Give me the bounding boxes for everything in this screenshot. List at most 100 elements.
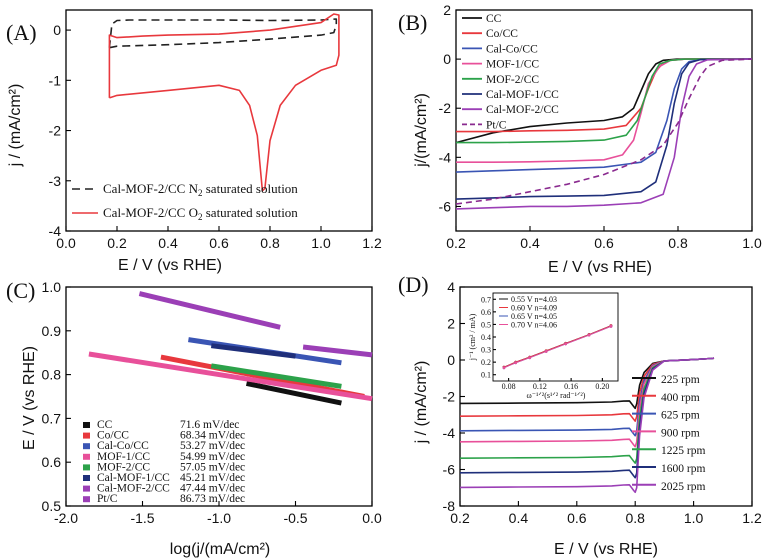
panel-a-ytick-label: -3 (49, 173, 62, 189)
panel-d-legend-label: 400 rpm (661, 392, 700, 404)
panel-d-inset-ytick-label: 0.5 (481, 320, 491, 329)
panel-d-inset-ytick-label: 0.6 (481, 308, 491, 317)
panel-a-ytick-label: -1 (49, 72, 62, 88)
panel-c-legend-label: Cal-MOF-1/CC (97, 472, 170, 484)
panel-b-legend-label: Cal-Co/CC (486, 43, 538, 55)
panel-a-series-line (108, 13, 340, 192)
panel-b-xtick-label: 1.0 (742, 235, 762, 251)
panel-d-label: (D) (398, 272, 429, 297)
panel-c-fit-line (245, 380, 342, 406)
panel-d-inset-point (609, 324, 613, 328)
panel-d-inset-point (587, 333, 591, 337)
panel-b-xtick-label: 0.2 (446, 235, 466, 251)
panel-d-legend-label: 1600 rpm (661, 463, 705, 475)
panel-c-legend-slope: 71.6 mV/dec (180, 419, 239, 431)
panel-c: (C) log(j/(mA/cm²) E / V (vs RHE) -2.0 -1… (6, 278, 382, 558)
panel-c-label: (C) (6, 278, 35, 303)
panel-d-legend-label: 900 rpm (661, 427, 700, 439)
panel-c-legend-label: MOF-2/CC (97, 461, 150, 473)
panel-d-inset-ylabel: j⁻¹ (cm² / mA) (468, 313, 477, 361)
panel-c-xtick-label: -1.0 (207, 510, 231, 526)
panel-d-inset-xtick-label: 0.16 (564, 382, 578, 391)
panel-c-fit-line (210, 343, 296, 359)
panel-c-legend-label: Pt/C (97, 493, 118, 505)
panel-a-legend-tail: saturated solution (202, 205, 298, 220)
panel-d-xtick-label: 0.2 (450, 510, 470, 526)
panel-d-xtick-label: 0.6 (567, 510, 587, 526)
panel-a-legend-label: Cal-MOF-2/CC O (103, 205, 198, 220)
panel-c-legend-slope: 54.99 mV/dec (180, 451, 245, 463)
panel-d-inset-ytick-label: 0.2 (481, 358, 491, 367)
panel-d-legend-label: 225 rpm (661, 374, 700, 386)
panel-c-ytick-label: 0.7 (42, 410, 62, 426)
panel-d-inset-ytick-label: 0.3 (481, 346, 491, 355)
panel-d-xtick-label: 0.8 (625, 510, 645, 526)
panel-d-inset-frame (492, 292, 619, 382)
panel-a-ytick-label: -4 (49, 223, 62, 239)
panel-b-legend-label: CC (486, 13, 502, 25)
panel-d-ytick-label: -8 (443, 498, 456, 514)
panel-d-inset-ytick-label: 0.7 (481, 295, 491, 304)
panel-b-ytick-label: -6 (439, 198, 452, 214)
panel-b-series-line (455, 58, 753, 200)
panel-d-inset-point (528, 356, 532, 360)
panel-d-inset-point (514, 361, 518, 365)
panel-b-legend-label: Co/CC (486, 28, 518, 40)
panel-a-ytick-label: 0 (53, 22, 61, 38)
panel-b: (B) E / V (vs RHE) j/(mA/cm²) 0.2 0.4 0.6 0… (398, 2, 762, 276)
panel-d-inset-xtick-label: 0.08 (502, 382, 516, 391)
panel-c-xtick-label: -2.0 (54, 510, 78, 526)
panel-a-legend-entry: Cal-MOF-2/CC N2 saturated solution (103, 181, 298, 198)
panel-a-xtick-label: 0.8 (260, 235, 280, 251)
panel-b-ytick-label: 2 (443, 2, 451, 18)
panel-a-xtick-label: 0.0 (56, 235, 76, 251)
panel-a-legend-label: Cal-MOF-2/CC N (103, 181, 199, 196)
panel-c-legend-label: Cal-MOF-2/CC (97, 483, 170, 495)
panel-a: (A) E / V (vs RHE) j / (mA/cm²) 0.0 0.2 0.… (6, 9, 382, 274)
panel-c-ytick-label: 0.6 (42, 454, 62, 470)
panel-c-legend-slope: 53.27 mV/dec (180, 440, 245, 452)
panel-c-ytick-label: 0.8 (42, 367, 62, 383)
panel-b-legend-label: MOF-1/CC (486, 59, 539, 71)
panel-d-xtick-label: 0.4 (509, 510, 529, 526)
panel-c-legend-swatch (83, 432, 90, 439)
panel-c-ytick-label: 1.0 (42, 279, 62, 295)
panel-c-legend-label: MOF-1/CC (97, 451, 150, 463)
panel-c-fit-line (302, 344, 373, 358)
panel-c-legend-swatch (83, 443, 90, 450)
panel-d-series-line (459, 357, 715, 494)
panel-b-xtick-label: 0.8 (668, 235, 688, 251)
panel-c-legend-slope: 45.21 mV/dec (180, 472, 245, 484)
panel-d: (D) E / V (vs RHE) j / (mA/cm²) 0.2 0.4 0.… (398, 272, 762, 558)
panel-c-legend-swatch (83, 453, 90, 460)
panel-c-fit-line (138, 291, 281, 330)
panel-c-legend-slope: 86.73 mV/dec (180, 493, 245, 505)
panel-d-inset-legend-label: 0.70 V n=4.06 (511, 321, 557, 330)
panel-b-ytick-label: -4 (439, 149, 452, 165)
panel-b-legend-label: Pt/C (486, 119, 507, 131)
panel-d-ytick-label: 4 (447, 279, 455, 295)
panel-d-ytick-label: -4 (443, 425, 456, 441)
panel-c-fit-line (210, 363, 342, 389)
panel-c-xtick-label: -1.5 (130, 510, 154, 526)
panel-a-xtick-label: 1.2 (362, 235, 382, 251)
panel-b-series-line (455, 58, 753, 173)
panel-b-ylabel: j/(mA/cm²) (413, 93, 430, 168)
panel-b-series-line (455, 58, 753, 205)
panel-c-legend-slope: 47.44 mV/dec (180, 483, 245, 495)
panel-b-legend-label: Cal-MOF-1/CC (486, 89, 559, 101)
panel-a-ytick-label: -2 (49, 123, 62, 139)
panel-d-xlabel: E / V (vs RHE) (554, 541, 658, 558)
panel-c-ytick-label: 0.5 (42, 498, 62, 514)
panel-c-xlabel: log(j/(mA/cm²) (170, 541, 270, 558)
panel-b-xlabel: E / V (vs RHE) (548, 259, 652, 276)
panel-a-legend-entry: Cal-MOF-2/CC O2 saturated solution (103, 205, 298, 222)
panel-d-inset-xtick-label: 0.12 (533, 382, 547, 391)
panel-d-legend-label: 625 rpm (661, 410, 700, 422)
panel-c-xtick-label: -0.5 (283, 510, 307, 526)
panel-c-legend-swatch (83, 422, 90, 428)
panel-a-label: (A) (6, 20, 37, 45)
panel-b-ytick-label: -2 (439, 100, 452, 116)
panel-a-legend-sub: 2 (198, 212, 203, 222)
panel-c-legend-swatch (83, 496, 90, 503)
